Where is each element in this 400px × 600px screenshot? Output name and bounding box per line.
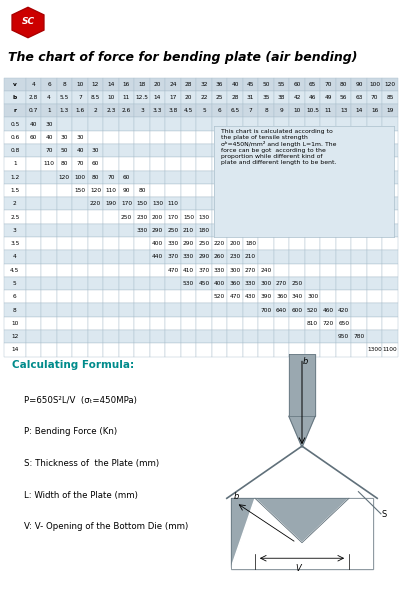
Text: P=650S²L/V  (σₜ=450MPa): P=650S²L/V (σₜ=450MPa) [24,395,137,404]
Text: SC: SC [22,17,34,26]
Text: P: Bending Force (Kn): P: Bending Force (Kn) [24,427,118,436]
Text: b: b [233,491,239,500]
Text: This chart is calculated according to
the plate of tensile strength
σᵇ=450N/mm² : This chart is calculated according to th… [221,130,337,164]
Polygon shape [12,7,44,38]
Polygon shape [289,354,315,416]
Text: V: V [295,564,301,573]
Text: S: S [382,511,387,520]
Polygon shape [289,416,315,447]
Text: b: b [303,358,308,367]
Text: V: V- Opening of the Bottom Die (mm): V: V- Opening of the Bottom Die (mm) [24,523,189,532]
Polygon shape [230,498,374,569]
Polygon shape [230,498,374,569]
Text: Calculating Formula:: Calculating Formula: [12,360,134,370]
Text: L: Width of the Plate (mm): L: Width of the Plate (mm) [24,491,138,500]
Text: The chart of force for bending plate (air bending): The chart of force for bending plate (ai… [8,50,358,64]
Text: S: Thickness of  the Plate (mm): S: Thickness of the Plate (mm) [24,459,160,468]
